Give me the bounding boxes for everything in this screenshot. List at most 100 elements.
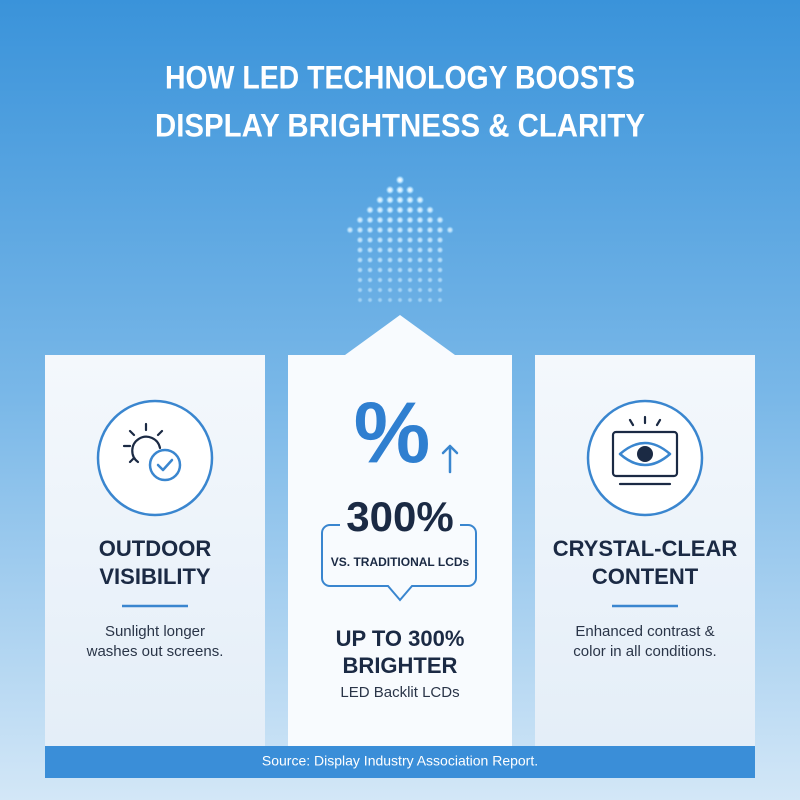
led-dot	[356, 226, 364, 234]
led-dot	[357, 297, 363, 303]
led-dot	[426, 256, 434, 264]
led-dot	[406, 226, 414, 234]
led-dot	[426, 216, 434, 224]
led-dot	[366, 216, 374, 224]
stat-note: VS. TRADITIONAL LCDs	[331, 555, 470, 569]
percent-icon: %	[354, 386, 430, 482]
led-dot	[376, 266, 384, 274]
led-dot	[356, 216, 364, 224]
led-dot	[356, 266, 364, 274]
led-dot	[386, 256, 394, 264]
led-dot	[406, 286, 414, 294]
led-dot	[406, 236, 414, 244]
led-dot	[416, 266, 424, 274]
led-dot	[385, 185, 395, 195]
led-dot	[417, 297, 423, 303]
led-dot	[416, 246, 424, 254]
led-dot	[376, 226, 384, 234]
led-dot	[376, 286, 384, 294]
led-dot	[386, 246, 394, 254]
led-dot	[436, 216, 444, 224]
led-dot	[396, 226, 404, 234]
led-dot	[415, 195, 425, 205]
card-text: Enhanced contrast &	[575, 623, 714, 640]
led-dot	[396, 276, 404, 284]
led-dot	[406, 216, 414, 224]
card-text: washes out screens.	[86, 643, 224, 660]
led-dot	[356, 276, 364, 284]
led-dot	[395, 195, 405, 205]
led-dot	[396, 286, 404, 294]
footer-bar	[45, 746, 755, 778]
icon-circle	[96, 399, 214, 517]
led-dot	[386, 226, 394, 234]
led-dot	[436, 286, 444, 294]
led-dot	[366, 236, 374, 244]
led-dot	[426, 276, 434, 284]
led-dot	[436, 276, 444, 284]
led-dot	[416, 276, 424, 284]
stat: 300%	[346, 493, 453, 540]
led-arrow	[346, 175, 454, 303]
led-dot	[437, 297, 443, 303]
led-dot	[397, 297, 403, 303]
led-dot	[376, 246, 384, 254]
led-dot	[376, 256, 384, 264]
led-dot	[426, 246, 434, 254]
led-dot	[366, 266, 374, 274]
led-dot	[405, 205, 415, 215]
card-heading: VISIBILITY	[99, 564, 211, 589]
led-dot	[375, 195, 385, 205]
led-dot	[436, 246, 444, 254]
led-dot	[426, 266, 434, 274]
led-dot	[396, 266, 404, 274]
led-dot	[346, 226, 354, 234]
led-dot	[356, 256, 364, 264]
led-dot	[385, 205, 395, 215]
led-dot	[407, 297, 413, 303]
led-dot	[426, 226, 434, 234]
led-dot	[396, 236, 404, 244]
led-dot	[396, 246, 404, 254]
led-dot	[405, 195, 415, 205]
led-dot	[446, 226, 454, 234]
led-dot	[436, 236, 444, 244]
card-heading: CRYSTAL-CLEAR	[553, 536, 738, 561]
led-dot	[395, 205, 405, 215]
led-dot	[426, 236, 434, 244]
led-dot	[385, 195, 395, 205]
led-dot	[436, 226, 444, 234]
led-dot	[366, 226, 374, 234]
led-dot	[377, 297, 383, 303]
led-dot	[425, 205, 435, 215]
led-dot	[386, 286, 394, 294]
sun-check-icon	[122, 422, 182, 482]
led-dot	[365, 205, 375, 215]
led-dot	[406, 256, 414, 264]
led-dot	[416, 226, 424, 234]
title-line: HOW LED TECHNOLOGY BOOSTS	[165, 59, 635, 95]
led-dot	[386, 266, 394, 274]
callout-box	[321, 524, 477, 602]
led-dot	[366, 256, 374, 264]
card-text: LED Backlit LCDs	[340, 684, 459, 701]
led-dot	[366, 276, 374, 284]
led-dot	[406, 276, 414, 284]
led-dot	[386, 236, 394, 244]
card-heading: UP TO 300%	[336, 626, 465, 651]
callout-gap	[340, 505, 460, 541]
led-dot	[376, 216, 384, 224]
led-dot	[356, 286, 364, 294]
led-dot	[436, 266, 444, 274]
led-dot	[396, 216, 404, 224]
card-text: color in all conditions.	[573, 643, 716, 660]
led-dot	[416, 236, 424, 244]
eye-screen-icon	[611, 415, 679, 486]
up-arrow-icon	[441, 444, 459, 474]
led-dot	[376, 236, 384, 244]
led-dot	[416, 256, 424, 264]
led-dot	[405, 185, 415, 195]
led-dot	[375, 205, 385, 215]
